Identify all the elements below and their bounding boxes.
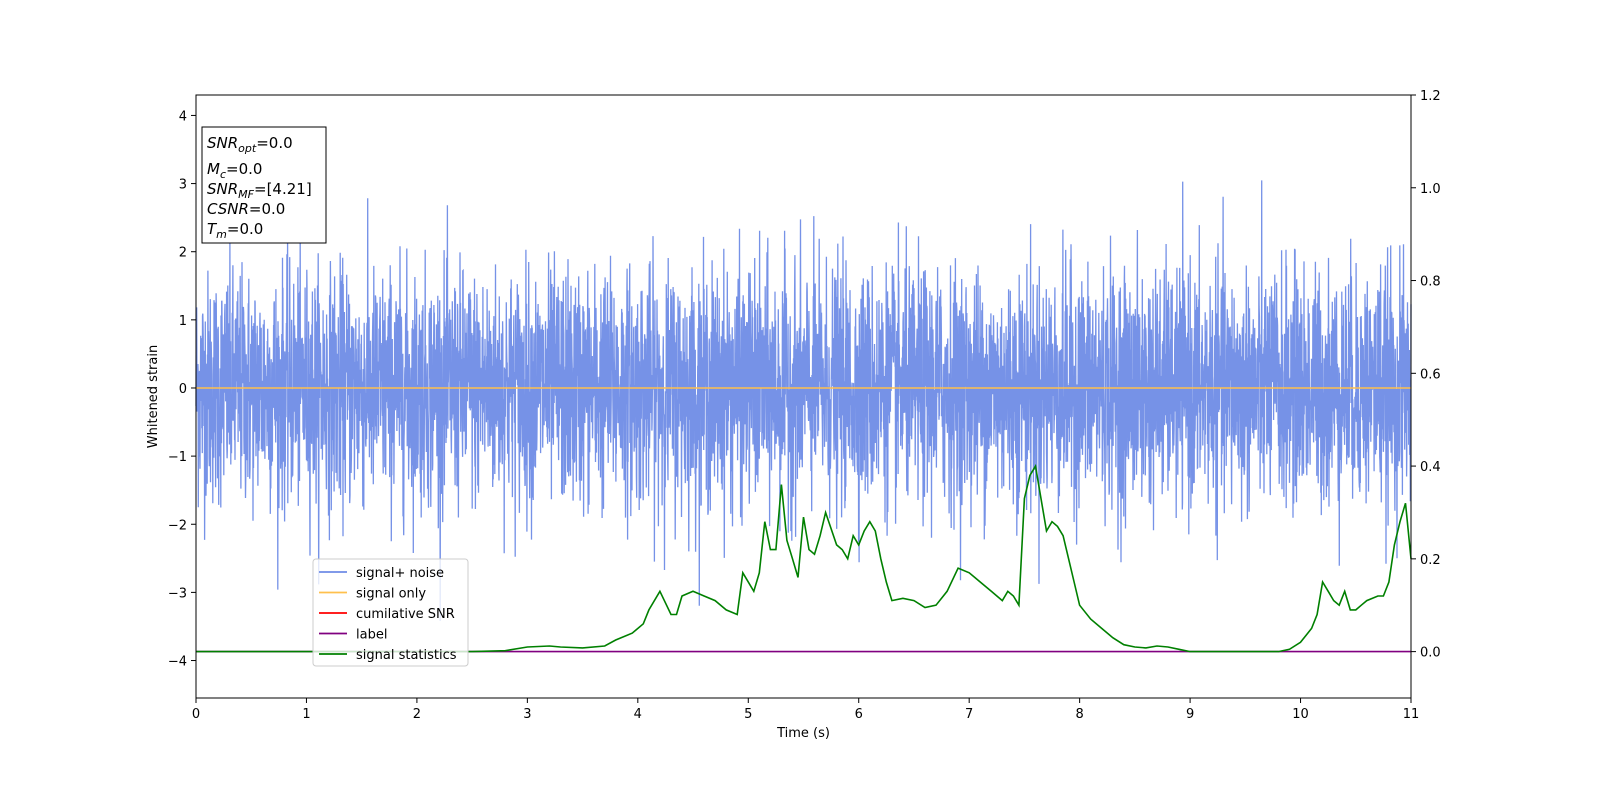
y-tick-label: 4: [179, 109, 187, 124]
y2-tick-label: 0.8: [1420, 275, 1441, 290]
y2-tick-label: 0.6: [1420, 367, 1441, 382]
y-tick-label: 1: [179, 314, 187, 329]
y-tick-label: −2: [168, 518, 187, 533]
info-line: SNRopt=0.0: [207, 134, 293, 155]
x-tick-label: 1: [302, 707, 310, 722]
x-tick-label: 0: [192, 707, 200, 722]
legend: signal+ noise signal only cumilative SNR la…: [312, 558, 469, 667]
y2-tick-label: 0.4: [1420, 460, 1441, 475]
y-tick-label: 0: [179, 382, 187, 397]
y2-tick-label: 0.2: [1420, 553, 1441, 568]
axis-ticks: 0 1 2 3 4 5 6 7 8 9 10 11 −4 −3 −2 −1 0 1 2 3 4 0.0 0.2 0.4 0.6 0…: [168, 89, 1441, 722]
x-tick-label: 11: [1403, 707, 1420, 722]
y2-tick-label: 1.2: [1420, 89, 1441, 104]
legend-label: signal only: [356, 587, 426, 602]
legend-label: label: [356, 628, 387, 643]
legend-label: signal+ noise: [356, 566, 444, 581]
legend-label: cumilative SNR: [356, 607, 455, 622]
x-tick-label: 5: [744, 707, 752, 722]
y-axis-label: Whitened strain: [146, 345, 161, 448]
series-line-4: [196, 463, 1412, 653]
info-line: Mc=0.0: [207, 160, 262, 181]
x-tick-label: 8: [1075, 707, 1083, 722]
noise-trace-layer: [195, 180, 1412, 621]
legend-label: signal statistics: [356, 648, 457, 663]
x-tick-label: 2: [413, 707, 421, 722]
info-line: CSNR=0.0: [207, 200, 285, 218]
info-line: Tm=0.0: [207, 220, 263, 241]
x-tick-label: 6: [855, 707, 863, 722]
x-tick-label: 3: [523, 707, 531, 722]
x-tick-label: 9: [1186, 707, 1194, 722]
y-tick-label: −3: [168, 586, 187, 601]
y2-tick-label: 0.0: [1420, 646, 1441, 661]
legend-frame: [312, 558, 469, 667]
y-tick-label: −1: [168, 450, 187, 465]
y2-tick-label: 1.0: [1420, 182, 1441, 197]
y-tick-label: −4: [168, 655, 187, 670]
y-tick-label: 2: [179, 246, 187, 261]
y-tick-label: 3: [179, 178, 187, 193]
info-box-frame: [201, 126, 327, 244]
x-tick-label: 7: [965, 707, 973, 722]
plot-frame: [195, 94, 1412, 699]
series-line-signal-noise: [195, 180, 1412, 621]
x-axis-label: Time (s): [776, 726, 830, 741]
x-tick-label: 4: [634, 707, 642, 722]
x-tick-label: 10: [1292, 707, 1309, 722]
info-line: SNRMF=[4.21]: [207, 180, 312, 201]
